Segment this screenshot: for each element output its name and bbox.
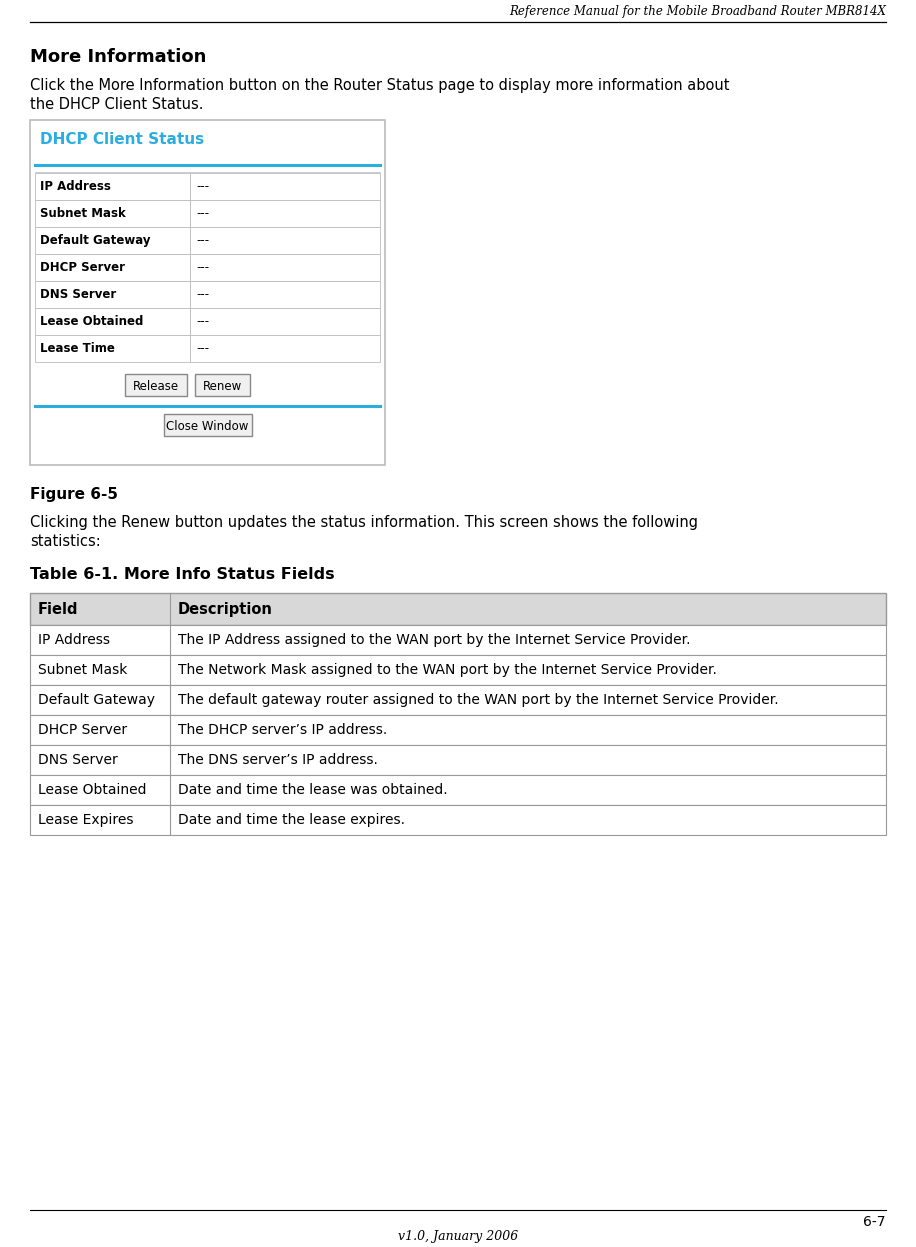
Bar bbox=[35, 281, 190, 308]
Text: Close Window: Close Window bbox=[167, 420, 248, 433]
Text: Release: Release bbox=[133, 380, 179, 393]
Bar bbox=[190, 308, 380, 335]
Bar bbox=[190, 200, 380, 227]
Bar bbox=[190, 254, 380, 281]
Bar bbox=[30, 594, 886, 625]
Text: ---: --- bbox=[196, 180, 209, 193]
Bar bbox=[35, 335, 190, 362]
Bar bbox=[35, 254, 190, 281]
Text: statistics:: statistics: bbox=[30, 534, 101, 549]
Text: Default Gateway: Default Gateway bbox=[40, 234, 150, 247]
FancyBboxPatch shape bbox=[163, 414, 252, 436]
Bar bbox=[30, 806, 886, 835]
Text: DNS Server: DNS Server bbox=[38, 753, 118, 767]
Text: ---: --- bbox=[196, 288, 209, 301]
Bar bbox=[190, 227, 380, 254]
Text: The Network Mask assigned to the WAN port by the Internet Service Provider.: The Network Mask assigned to the WAN por… bbox=[178, 663, 717, 677]
Text: Date and time the lease was obtained.: Date and time the lease was obtained. bbox=[178, 783, 448, 797]
Bar bbox=[30, 625, 886, 655]
Text: the DHCP Client Status.: the DHCP Client Status. bbox=[30, 97, 203, 112]
Text: Default Gateway: Default Gateway bbox=[38, 693, 155, 707]
Bar bbox=[190, 281, 380, 308]
Text: 6-7: 6-7 bbox=[864, 1215, 886, 1230]
Bar bbox=[30, 774, 886, 806]
Bar bbox=[35, 200, 190, 227]
FancyBboxPatch shape bbox=[195, 374, 250, 397]
Text: DHCP Server: DHCP Server bbox=[40, 261, 125, 274]
Bar bbox=[30, 744, 886, 774]
Bar bbox=[30, 120, 385, 465]
Text: ---: --- bbox=[196, 234, 209, 247]
Text: Description: Description bbox=[178, 602, 273, 617]
Text: Table 6-1. More Info Status Fields: Table 6-1. More Info Status Fields bbox=[30, 567, 334, 582]
Text: Figure 6-5: Figure 6-5 bbox=[30, 488, 118, 503]
Text: The DHCP server’s IP address.: The DHCP server’s IP address. bbox=[178, 723, 387, 737]
Bar bbox=[30, 685, 886, 715]
Bar bbox=[190, 335, 380, 362]
Text: DHCP Client Status: DHCP Client Status bbox=[40, 132, 204, 147]
Text: Subnet Mask: Subnet Mask bbox=[38, 663, 127, 677]
Text: Reference Manual for the Mobile Broadband Router MBR814X: Reference Manual for the Mobile Broadban… bbox=[509, 5, 886, 17]
Bar bbox=[35, 227, 190, 254]
Text: v1.0, January 2006: v1.0, January 2006 bbox=[398, 1230, 518, 1243]
Bar bbox=[35, 173, 190, 200]
Bar bbox=[35, 308, 190, 335]
Bar bbox=[30, 655, 886, 685]
Text: ---: --- bbox=[196, 315, 209, 328]
Text: ---: --- bbox=[196, 261, 209, 274]
Text: Lease Obtained: Lease Obtained bbox=[38, 783, 147, 797]
Text: More Information: More Information bbox=[30, 47, 206, 66]
FancyBboxPatch shape bbox=[125, 374, 187, 397]
Text: IP Address: IP Address bbox=[40, 180, 111, 193]
Text: Clicking the Renew button updates the status information. This screen shows the : Clicking the Renew button updates the st… bbox=[30, 515, 698, 530]
Text: IP Address: IP Address bbox=[38, 633, 110, 647]
Text: DNS Server: DNS Server bbox=[40, 288, 116, 301]
Text: Click the More Information button on the Router Status page to display more info: Click the More Information button on the… bbox=[30, 79, 729, 94]
Text: Lease Time: Lease Time bbox=[40, 342, 114, 355]
Text: Subnet Mask: Subnet Mask bbox=[40, 207, 125, 219]
Text: DHCP Server: DHCP Server bbox=[38, 723, 127, 737]
Text: ---: --- bbox=[196, 207, 209, 219]
Text: The IP Address assigned to the WAN port by the Internet Service Provider.: The IP Address assigned to the WAN port … bbox=[178, 633, 691, 647]
Text: Date and time the lease expires.: Date and time the lease expires. bbox=[178, 813, 405, 827]
Text: The default gateway router assigned to the WAN port by the Internet Service Prov: The default gateway router assigned to t… bbox=[178, 693, 779, 707]
Text: Field: Field bbox=[38, 602, 79, 617]
Bar bbox=[30, 715, 886, 744]
Text: ---: --- bbox=[196, 342, 209, 355]
Bar bbox=[190, 173, 380, 200]
Text: Renew: Renew bbox=[202, 380, 242, 393]
Text: Lease Obtained: Lease Obtained bbox=[40, 315, 144, 328]
Text: The DNS server’s IP address.: The DNS server’s IP address. bbox=[178, 753, 378, 767]
Text: Lease Expires: Lease Expires bbox=[38, 813, 134, 827]
